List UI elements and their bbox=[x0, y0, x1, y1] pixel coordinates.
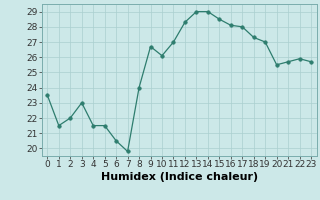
X-axis label: Humidex (Indice chaleur): Humidex (Indice chaleur) bbox=[100, 172, 258, 182]
